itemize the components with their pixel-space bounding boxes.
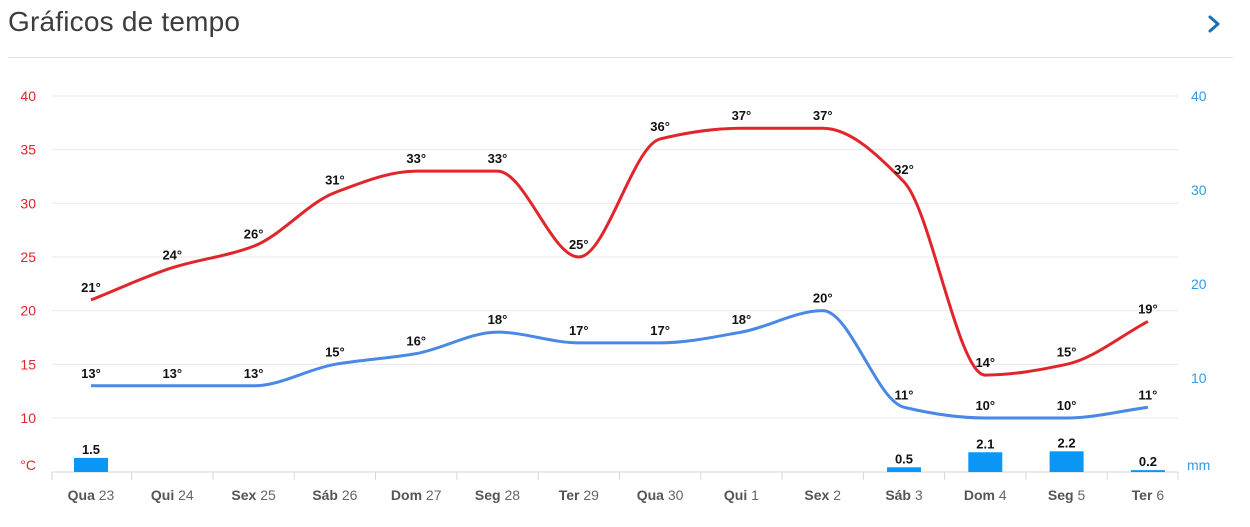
min-temp-label: 10° [975, 398, 995, 413]
precip-label: 1.5 [82, 442, 100, 457]
max-temp-label: 37° [813, 108, 833, 123]
left-axis-tick: 15 [20, 356, 36, 372]
left-axis-tick: 30 [20, 195, 36, 211]
max-temp-label: 36° [650, 119, 670, 134]
max-temp-label: 21° [81, 280, 101, 295]
min-temp-label: 11° [1138, 387, 1157, 402]
left-axis-tick: 10 [20, 410, 36, 426]
max-temp-label: 33° [406, 151, 426, 166]
x-axis-label: Seg 28 [475, 487, 520, 503]
right-axis-unit: mm [1187, 457, 1210, 473]
x-axis-label: Ter 29 [559, 487, 599, 503]
max-temp-label: 25° [569, 237, 589, 252]
left-axis-tick: 20 [20, 303, 36, 319]
x-axis-label: Qui 1 [724, 487, 759, 503]
min-temp-line [91, 309, 1149, 420]
max-temp-label: 15° [1057, 344, 1077, 359]
precip-label: 2.2 [1058, 435, 1076, 450]
min-temp-label: 10° [1057, 398, 1077, 413]
min-temp-label: 18° [732, 312, 752, 327]
left-axis-tick: 40 [20, 88, 36, 104]
x-axis-label: Seg 5 [1048, 487, 1086, 503]
max-temp-label: 26° [244, 226, 264, 241]
x-axis-label: Sáb 26 [312, 487, 357, 503]
right-axis-tick: 10 [1191, 370, 1207, 386]
x-axis-label: Sex 2 [804, 487, 841, 503]
min-temp-label: 13° [244, 366, 264, 381]
max-temp-label: 24° [162, 248, 182, 263]
precip-bar [887, 467, 921, 472]
precip-label: 2.1 [976, 436, 994, 451]
max-temp-label: 33° [488, 151, 508, 166]
x-axis-label: Ter 6 [1132, 487, 1165, 503]
min-temp-label: 16° [406, 334, 426, 349]
min-temp-label: 20° [813, 291, 833, 306]
max-temp-label: 31° [325, 173, 345, 188]
x-axis-label: Qui 24 [151, 487, 194, 503]
chart-header: Gráficos de tempo [0, 0, 1250, 58]
x-axis-label: Dom 4 [964, 487, 1007, 503]
min-temp-label: 15° [325, 344, 345, 359]
page-title: Gráficos de tempo [8, 6, 241, 37]
precip-bar [1130, 470, 1165, 472]
chevron-right-icon[interactable] [1203, 10, 1227, 38]
min-temp-label: 18° [488, 312, 508, 327]
min-temp-label: 13° [162, 366, 182, 381]
right-axis-tick: 30 [1191, 182, 1207, 198]
right-axis-tick: 20 [1191, 276, 1207, 292]
x-axis-label: Dom 27 [391, 487, 442, 503]
header-divider [8, 57, 1233, 58]
precip-label: 0.5 [895, 451, 913, 466]
min-temp-label: 13° [81, 366, 101, 381]
x-axis-label: Sex 25 [231, 487, 276, 503]
left-axis-tick: 25 [20, 249, 36, 265]
x-axis-label: Qua 30 [637, 487, 684, 503]
x-axis-label: Sáb 3 [885, 487, 923, 503]
max-temp-label: 19° [1138, 301, 1158, 316]
precip-bar [1049, 451, 1084, 472]
max-temp-label: 14° [975, 355, 995, 370]
left-axis-unit: °C [20, 457, 36, 473]
precip-label: 0.2 [1139, 454, 1157, 469]
left-axis-tick: 35 [20, 142, 36, 158]
precip-bar [968, 452, 1003, 472]
max-temp-label: 37° [732, 108, 752, 123]
min-temp-label: 17° [569, 323, 589, 338]
right-axis-tick: 40 [1191, 88, 1207, 104]
precip-bar [74, 457, 108, 472]
x-axis-label: Qua 23 [68, 487, 115, 503]
min-temp-label: 17° [650, 323, 670, 338]
min-temp-label: 11° [895, 387, 914, 402]
max-temp-line [90, 126, 1149, 377]
max-temp-label: 32° [894, 162, 914, 177]
